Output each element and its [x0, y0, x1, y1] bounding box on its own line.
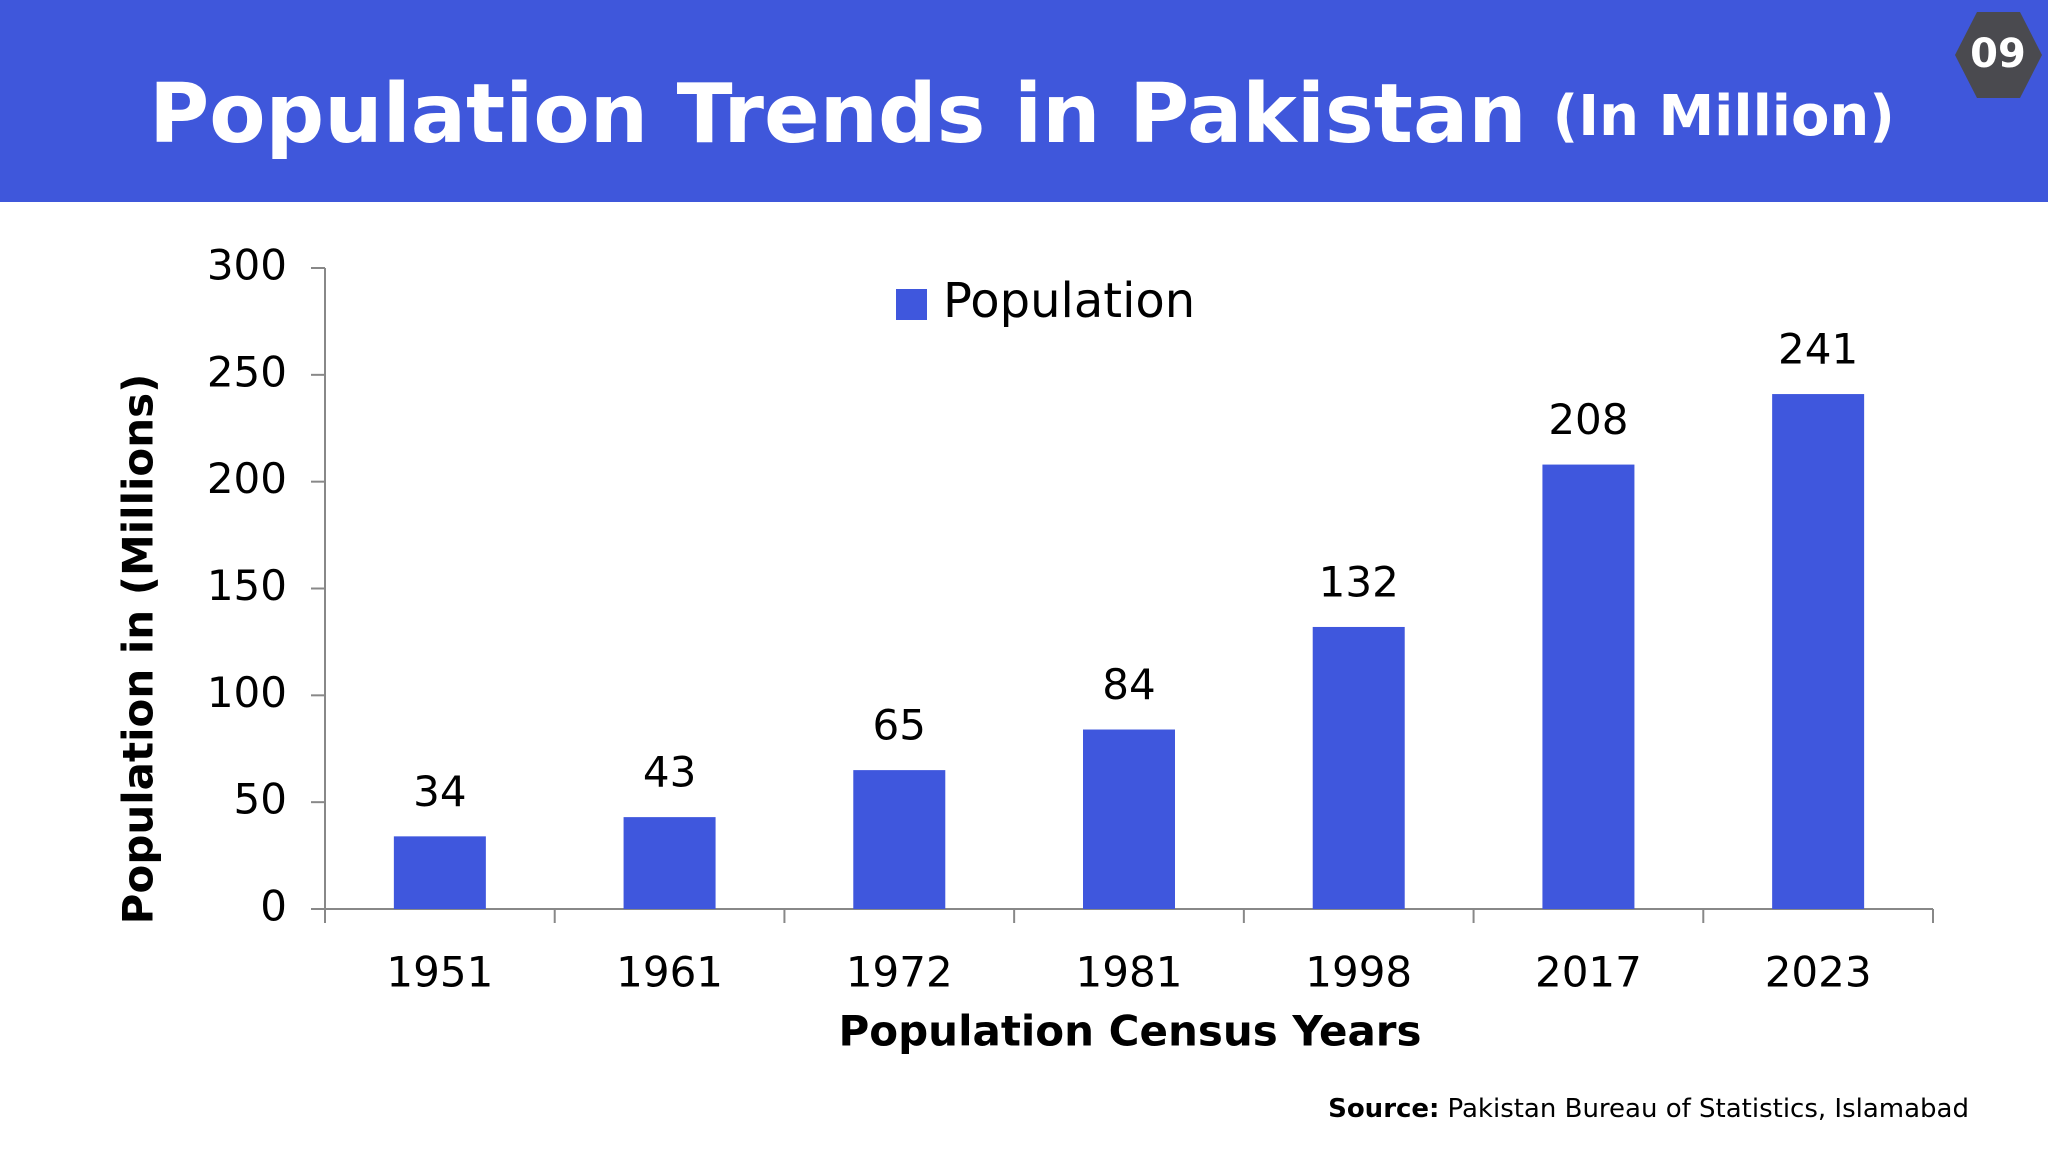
x-tick-label: 2017 — [1535, 948, 1642, 997]
bar — [1772, 394, 1865, 909]
data-label: 132 — [1319, 557, 1399, 606]
y-axis-title: Population in (Millions) — [114, 374, 163, 925]
y-tick-label: 50 — [234, 775, 287, 824]
y-tick-label: 200 — [207, 454, 287, 503]
bar — [1312, 626, 1405, 909]
bar — [1542, 464, 1635, 909]
x-tick-label: 1951 — [386, 948, 493, 997]
y-tick-label: 0 — [260, 882, 287, 931]
x-tick-label: 2023 — [1765, 948, 1872, 997]
y-tick-label: 300 — [207, 241, 287, 290]
title-sub: (In Million) — [1553, 84, 1895, 149]
x-axis-title: Population Census Years — [838, 1007, 1421, 1056]
data-label: 43 — [643, 748, 696, 797]
bar — [393, 836, 486, 909]
data-label: 241 — [1778, 325, 1858, 374]
source: Source: Pakistan Bureau of Statistics, Is… — [1328, 1094, 1969, 1124]
x-tick-label: 1961 — [616, 948, 723, 997]
x-tick-label: 1981 — [1076, 948, 1183, 997]
badge-shape — [1955, 12, 2042, 98]
title-main: Population Trends in Pakistan — [149, 67, 1527, 162]
bar — [1083, 729, 1175, 909]
bar — [623, 817, 716, 909]
bar — [853, 770, 946, 909]
badge: 09 — [1970, 31, 2026, 77]
y-tick-label: 150 — [207, 561, 287, 610]
y-tick-label: 250 — [207, 347, 287, 396]
x-tick-label: 1972 — [846, 948, 953, 997]
legend-label: Population — [943, 273, 1195, 329]
title: Population Trends in Pakistan (In Million… — [149, 67, 1895, 162]
data-label: 34 — [413, 767, 466, 816]
source-label: Source: — [1328, 1094, 1439, 1124]
source-text: Pakistan Bureau of Statistics, Islamabad — [1447, 1094, 1969, 1124]
y-tick-label: 100 — [207, 668, 287, 717]
data-label: 208 — [1548, 395, 1628, 444]
data-label: 65 — [873, 701, 926, 750]
data-label: 84 — [1102, 660, 1155, 709]
legend-swatch — [896, 289, 927, 320]
header-band — [0, 0, 2048, 202]
x-tick-label: 1998 — [1305, 948, 1412, 997]
